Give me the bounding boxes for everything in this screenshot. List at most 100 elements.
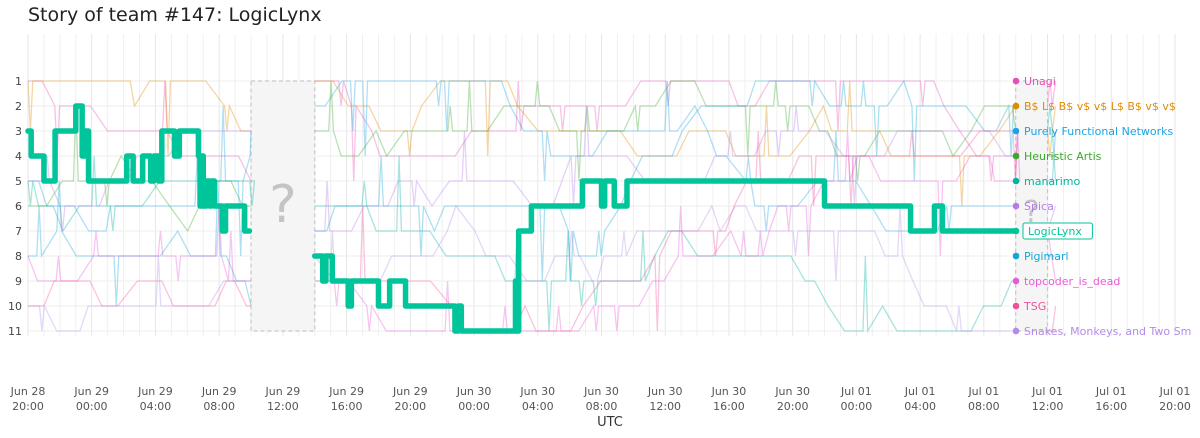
rank-tick-label: 6 [15, 200, 22, 213]
team-dot [1012, 102, 1020, 110]
rank-tick-label: 1 [15, 75, 22, 88]
x-tick-label: Jul 01 [1095, 385, 1127, 398]
x-tick-label: 12:00 [267, 400, 299, 413]
team-line [314, 130, 1019, 332]
x-tick-label: Jul 01 [1159, 385, 1191, 398]
team-dot [1012, 327, 1020, 335]
team-label: TSG [1023, 300, 1046, 313]
team-line [1047, 305, 1057, 332]
team-label: manarimo [1024, 175, 1080, 188]
team-line [314, 80, 1016, 182]
hidden-periods-layer: ?? [250, 80, 1049, 332]
x-tick-label: 00:00 [841, 400, 873, 413]
team-line [1047, 130, 1057, 182]
team-line [314, 80, 1017, 182]
rank-tick-label: 2 [15, 100, 22, 113]
highlight-line [25, 103, 253, 234]
rank-tick-label: 7 [15, 225, 22, 238]
x-tick-label: 08:00 [968, 400, 1000, 413]
team-line [314, 204, 1016, 332]
x-tick-label: 08:00 [586, 400, 618, 413]
team-line [1046, 105, 1057, 157]
team-line [28, 280, 252, 307]
highlight-label-box [1022, 222, 1093, 240]
x-tick-label: Jun 29 [137, 385, 173, 398]
team-label: LogicLynx [1028, 225, 1082, 238]
x-tick-label: 00:00 [76, 400, 108, 413]
team-label: Pigimarl [1024, 250, 1069, 263]
rank-tick-label: 4 [15, 150, 22, 163]
x-tick-label: 08:00 [203, 400, 235, 413]
x-tick-label: Jul 01 [967, 385, 999, 398]
rank-tick-label: 3 [15, 125, 22, 138]
team-label: Unagi [1024, 75, 1056, 88]
highlight-layer [25, 103, 1016, 334]
team-label: topcoder_is_dead [1024, 275, 1120, 288]
rank-axis: 1 2 3 4 5 6 7 8 9 10 11 [8, 75, 22, 338]
highlight-line [312, 178, 963, 334]
team-line [1046, 80, 1057, 107]
team-line [314, 80, 1016, 232]
x-tick-label: 00:00 [458, 400, 490, 413]
x-tick-label: 20:00 [394, 400, 426, 413]
x-tick-label: 04:00 [522, 400, 554, 413]
team-label: Purely Functional Networks [1024, 125, 1174, 138]
x-tick-label: 20:00 [1159, 400, 1191, 413]
x-tick-label: 12:00 [1032, 400, 1064, 413]
team-dot [1012, 302, 1020, 310]
team-dot [1012, 152, 1020, 160]
x-tick-label: Jul 01 [840, 385, 872, 398]
x-tick-label: Jun 30 [583, 385, 619, 398]
hidden-period-marker: ? [1024, 195, 1040, 230]
x-tick-label: Jun 30 [519, 385, 555, 398]
team-line [314, 155, 1016, 334]
x-axis-title: UTC [597, 415, 623, 430]
team-line [314, 78, 1016, 282]
x-tick-label: Jun 30 [456, 385, 492, 398]
team-dot [1012, 277, 1020, 285]
x-tick-label: Jun 28 [10, 385, 46, 398]
team-dot [1012, 177, 1020, 185]
x-tick-label: 04:00 [140, 400, 172, 413]
team-label: Snakes, Monkeys, and Two Sm [1024, 325, 1191, 338]
hidden-period-box [1015, 80, 1049, 332]
team-dot [1012, 202, 1020, 210]
team-dot [1012, 127, 1020, 135]
rank-tick-label: 5 [15, 175, 22, 188]
x-tick-label: Jun 30 [647, 385, 683, 398]
team-line [28, 105, 252, 257]
x-tick-label: 16:00 [713, 400, 745, 413]
team-line [27, 80, 252, 157]
x-tick-label: Jul 01 [904, 385, 936, 398]
x-tick-label: 16:00 [1095, 400, 1127, 413]
hidden-period-box [250, 80, 316, 332]
rank-tick-label: 10 [8, 300, 22, 313]
background-team-lines [27, 78, 1057, 334]
x-tick-label: Jun 29 [265, 385, 301, 398]
x-tick-label: Jul 01 [1031, 385, 1063, 398]
chart-title: Story of team #147: LogicLynx [28, 4, 322, 26]
team-line [27, 155, 256, 233]
team-label: B$ L$ B$ v$ v$ L$ B$ v$ v$ [1024, 100, 1176, 113]
team-line [27, 205, 252, 282]
team-line [1046, 105, 1057, 182]
team-label: Spica [1024, 200, 1054, 213]
x-tick-label: Jun 30 [711, 385, 747, 398]
x-tick-label: Jun 29 [73, 385, 109, 398]
x-axis: Jun 28 20:00 Jun 29 00:00 Jun 29 04:00 Jun 29 0… [10, 385, 1191, 413]
x-tick-label: 16:00 [331, 400, 363, 413]
x-tick-label: 12:00 [649, 400, 681, 413]
x-tick-label: 04:00 [904, 400, 936, 413]
x-tick-label: Jun 29 [328, 385, 364, 398]
team-dot [1012, 252, 1020, 260]
team-line [28, 180, 252, 307]
x-tick-label: Jun 30 [774, 385, 810, 398]
x-tick-label: 20:00 [12, 400, 44, 413]
x-tick-label: Jun 29 [201, 385, 237, 398]
team-line [28, 255, 252, 332]
rank-tick-label: 11 [8, 325, 22, 338]
team-line [314, 80, 1017, 207]
team-dot [1012, 77, 1020, 85]
hidden-period-marker: ? [269, 175, 297, 235]
